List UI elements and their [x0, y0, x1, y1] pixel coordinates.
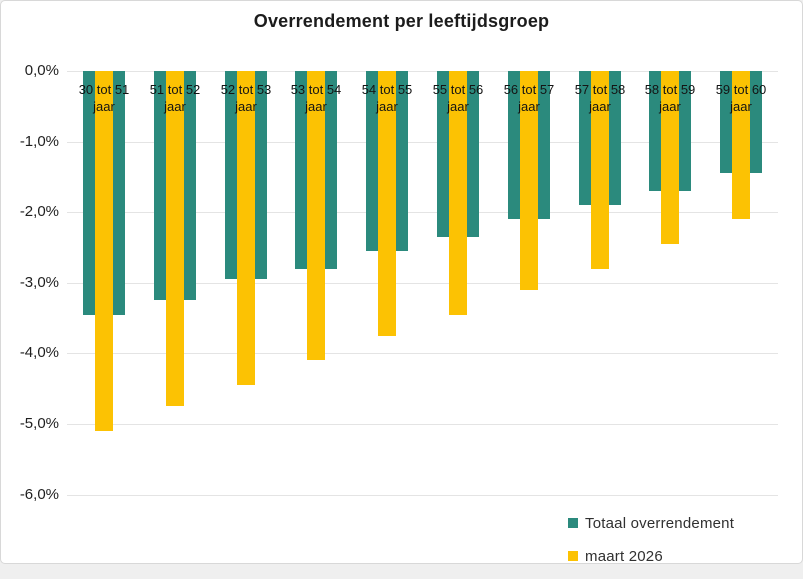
- category-label: 57 tot 58 jaar: [562, 81, 638, 115]
- category-label-range: 30 tot 51: [78, 82, 130, 97]
- category-label: 51 tot 52 jaar: [137, 81, 213, 115]
- gridline: [67, 495, 778, 496]
- category-label: 55 tot 56 jaar: [420, 81, 496, 115]
- bar-maart-2026[interactable]: [166, 71, 184, 406]
- bar-maart-2026[interactable]: [591, 71, 609, 269]
- y-axis-tick-label: -2,0%: [19, 203, 59, 220]
- legend: Totaal overrendement maart 2026: [568, 513, 734, 579]
- bar-maart-2026[interactable]: [661, 71, 679, 244]
- category-label-suffix: jaar: [730, 99, 752, 114]
- category-label-suffix: jaar: [518, 99, 540, 114]
- category-label: 54 tot 55 jaar: [349, 81, 425, 115]
- legend-item-maart-2026[interactable]: maart 2026: [568, 546, 734, 566]
- y-axis-tick-label: -3,0%: [19, 274, 59, 291]
- category-label-suffix: jaar: [447, 99, 469, 114]
- category-label: 59 tot 60 jaar: [703, 81, 779, 115]
- category-label: 30 tot 51 jaar: [66, 81, 142, 115]
- category-label-suffix: jaar: [305, 99, 327, 114]
- category-label: 56 tot 57 jaar: [491, 81, 567, 115]
- bar-maart-2026[interactable]: [307, 71, 325, 360]
- category-label-suffix: jaar: [93, 99, 115, 114]
- category-label-suffix: jaar: [659, 99, 681, 114]
- category-label: 52 tot 53 jaar: [208, 81, 284, 115]
- bar-maart-2026[interactable]: [237, 71, 255, 385]
- category-label-suffix: jaar: [589, 99, 611, 114]
- bar-maart-2026[interactable]: [95, 71, 113, 431]
- category-label-range: 53 tot 54: [290, 82, 342, 97]
- y-axis-tick-label: -1,0%: [19, 133, 59, 150]
- legend-item-totaal-overrendement[interactable]: Totaal overrendement: [568, 513, 734, 533]
- bar-maart-2026[interactable]: [732, 71, 750, 219]
- y-axis-tick-label: -5,0%: [19, 415, 59, 432]
- chart-title: Overrendement per leeftijdsgroep: [253, 11, 550, 31]
- category-label-range: 52 tot 53: [220, 82, 272, 97]
- gridline: [67, 142, 778, 143]
- gridline: [67, 353, 778, 354]
- category-label: 58 tot 59 jaar: [632, 81, 708, 115]
- category-label-range: 56 tot 57: [503, 82, 555, 97]
- gridline: [67, 283, 778, 284]
- category-label-range: 54 tot 55: [361, 82, 413, 97]
- category-label-range: 59 tot 60: [715, 82, 767, 97]
- legend-swatch-teal-icon: [568, 518, 578, 528]
- gridline: [67, 424, 778, 425]
- bar-maart-2026[interactable]: [520, 71, 538, 290]
- category-label-suffix: jaar: [376, 99, 398, 114]
- bar-maart-2026[interactable]: [449, 71, 467, 315]
- gridline: [67, 212, 778, 213]
- y-axis-tick-label: -6,0%: [19, 486, 59, 503]
- category-label-suffix: jaar: [235, 99, 257, 114]
- legend-label: Totaal overrendement: [585, 514, 735, 532]
- category-label-range: 57 tot 58: [574, 82, 626, 97]
- bar-maart-2026[interactable]: [378, 71, 396, 336]
- category-label-range: 51 tot 52: [149, 82, 201, 97]
- y-axis-tick-label: -4,0%: [19, 344, 59, 361]
- category-label-suffix: jaar: [164, 99, 186, 114]
- gridline: [67, 71, 778, 72]
- category-label-range: 58 tot 59: [644, 82, 696, 97]
- plot-area: 0,0% -1,0% -2,0% -3,0% -4,0% -5,0% -6,0% 30 tot…: [1, 1, 802, 563]
- legend-label: maart 2026: [585, 547, 663, 565]
- category-label-range: 55 tot 56: [432, 82, 484, 97]
- legend-swatch-yellow-icon: [568, 551, 578, 561]
- y-axis-tick-label: 0,0%: [24, 62, 59, 79]
- chart-card: Overrendement per leeftijdsgroep 0,0% -1,…: [0, 0, 803, 565]
- category-label: 53 tot 54 jaar: [278, 81, 354, 115]
